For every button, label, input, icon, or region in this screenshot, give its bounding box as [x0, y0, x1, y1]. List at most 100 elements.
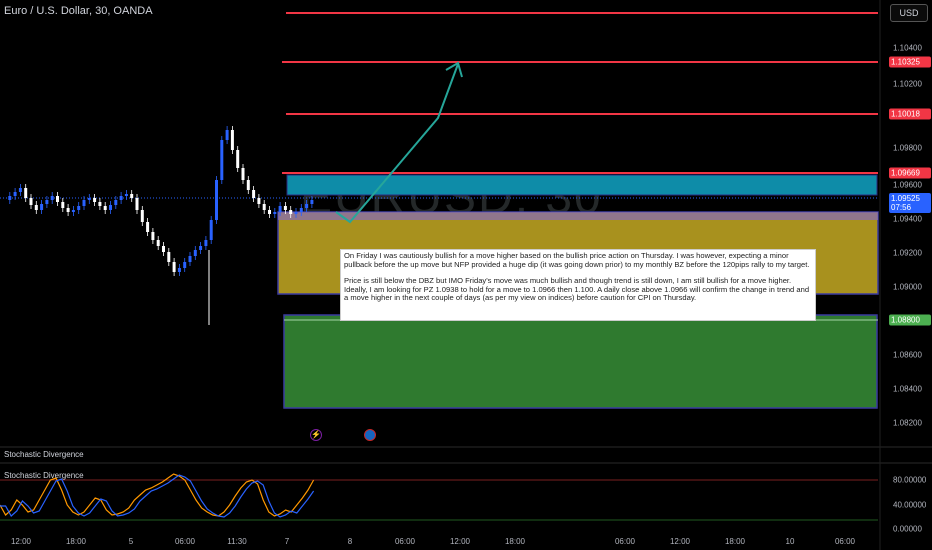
candle-body [236, 150, 240, 168]
candle-body [124, 194, 128, 196]
price-tick: 1.09400 [893, 214, 922, 224]
time-tick: 06:00 [834, 537, 856, 546]
indicator-tick: 80.00000 [893, 475, 927, 485]
candle-body [103, 206, 107, 210]
candle-body [310, 200, 314, 204]
candle-body [199, 246, 203, 250]
candle-body [114, 200, 118, 205]
time-tick: 8 [347, 537, 353, 546]
candle-body [8, 196, 12, 200]
candle-body [156, 240, 160, 246]
candle-body [140, 210, 144, 222]
analysis-text-note[interactable]: On Friday I was cautiously bullish for a… [340, 249, 816, 321]
time-tick: 7 [284, 537, 290, 546]
price-tick: 1.08600 [893, 350, 922, 360]
price-label-1-10325: 1.10325 [889, 56, 931, 68]
price-tick: 1.10400 [893, 43, 922, 53]
indicator-tick: 40.00000 [893, 500, 927, 510]
time-tick: 10 [785, 537, 795, 546]
note-paragraph-2: Price is still below the DBZ but IMO Fri… [344, 276, 810, 302]
time-tick: 12:00 [449, 537, 471, 546]
candle-body [246, 180, 250, 190]
candle-body [29, 198, 33, 205]
time-tick: 18:00 [65, 537, 87, 546]
symbol-title[interactable]: Euro / U.S. Dollar, 30, OANDA [4, 5, 153, 17]
candle-body [257, 198, 261, 204]
candle-body [40, 204, 44, 210]
price-label-1-08800: 1.08800 [889, 314, 931, 326]
candle-body [241, 168, 245, 180]
candle-body [109, 205, 112, 210]
time-tick: 18:00 [504, 537, 526, 546]
candle-body [268, 210, 271, 214]
price-tick: 1.09800 [893, 143, 922, 153]
indicator-pane-title[interactable]: Stochastic Divergence [4, 450, 84, 459]
candle-body [262, 204, 266, 210]
time-tick: 06:00 [394, 537, 416, 546]
note-paragraph-1: On Friday I was cautiously bullish for a… [344, 251, 810, 269]
candlestick-series [8, 126, 314, 325]
candle-body [167, 252, 171, 262]
candle-body [215, 180, 218, 220]
price-tick: 1.09600 [893, 180, 922, 190]
candle-body [98, 202, 102, 206]
stoch-d-line [0, 474, 315, 518]
candle-body [56, 196, 59, 202]
candle-body [13, 192, 17, 196]
price-tick: 1.10200 [893, 79, 922, 89]
time-tick: 12:00 [10, 537, 32, 546]
support-zone-rect[interactable] [283, 314, 878, 409]
candle-body [230, 130, 234, 150]
candle-body [273, 212, 277, 214]
stoch-k-line [0, 473, 315, 517]
candle-body [66, 208, 70, 212]
supply-zone-rect[interactable] [286, 174, 878, 196]
candle-body [225, 130, 229, 140]
candle-body [278, 206, 282, 212]
price-label-1-09669: 1.09669 [889, 167, 931, 179]
candle-body [299, 208, 303, 212]
projection-arrow[interactable] [335, 63, 459, 224]
candle-body [220, 140, 224, 180]
candle-body [71, 210, 75, 212]
candle-body [162, 246, 165, 252]
projection-arrow-head [445, 61, 463, 78]
indicator-tick: 0.00000 [893, 524, 922, 534]
candle-body [87, 198, 91, 200]
candle-body [252, 190, 256, 198]
dividend-event-icon[interactable]: ⚡ [310, 429, 322, 441]
candle-body [119, 196, 123, 200]
price-tick: 1.09000 [893, 282, 922, 292]
candle-body [77, 206, 81, 210]
candle-body [135, 198, 139, 210]
time-tick: 06:00 [614, 537, 636, 546]
candle-body [34, 205, 38, 210]
candle-body [209, 220, 213, 240]
candle-body [151, 232, 155, 240]
bar-countdown: 07:56 [891, 203, 912, 212]
currency-button[interactable]: USD [890, 4, 928, 22]
candle-body [146, 222, 150, 232]
last-price-value: 1.09525 [891, 194, 920, 203]
indicator-legend-title[interactable]: Stochastic Divergence [4, 471, 84, 480]
time-tick: 5 [128, 537, 134, 546]
candle-body [130, 194, 134, 198]
candle-body [45, 200, 49, 204]
candle-body [294, 212, 298, 214]
candle-body [24, 188, 28, 198]
demand-zone-band [278, 212, 878, 220]
time-tick: 12:00 [669, 537, 691, 546]
candle-body [188, 256, 192, 262]
last-price-label: 1.09525 07:56 [889, 193, 931, 213]
candle-body [82, 200, 86, 206]
candle-body [289, 210, 293, 214]
candle-body [18, 188, 22, 192]
time-tick: 11:30 [227, 537, 247, 546]
price-tick: 1.08400 [893, 384, 922, 394]
price-label-1-10018: 1.10018 [889, 108, 931, 120]
economic-event-icon[interactable] [364, 429, 376, 441]
time-tick: 18:00 [724, 537, 746, 546]
candle-body [172, 262, 176, 272]
candle-body [50, 196, 54, 200]
time-tick: 06:00 [174, 537, 196, 546]
